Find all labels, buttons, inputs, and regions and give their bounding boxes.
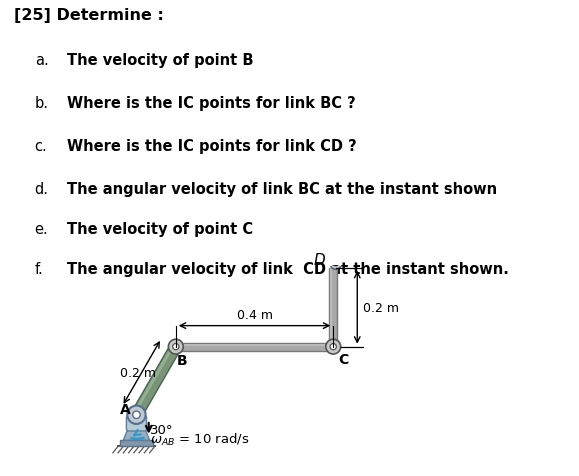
Polygon shape	[131, 344, 181, 418]
Text: B: B	[177, 353, 188, 367]
Bar	[120, 440, 153, 446]
Polygon shape	[123, 427, 149, 440]
Circle shape	[330, 344, 336, 350]
Text: 0.2 m: 0.2 m	[120, 366, 156, 379]
Bar	[318, 250, 362, 256]
Polygon shape	[176, 343, 334, 351]
Text: c.: c.	[35, 139, 47, 154]
Text: A: A	[120, 402, 131, 416]
Circle shape	[173, 344, 179, 350]
Text: Where is the IC points for link BC ?: Where is the IC points for link BC ?	[67, 96, 356, 111]
Polygon shape	[329, 268, 337, 347]
Text: b.: b.	[35, 96, 49, 111]
Text: $\omega_{AB}$ = 10 rad/s: $\omega_{AB}$ = 10 rad/s	[151, 431, 250, 447]
FancyBboxPatch shape	[126, 416, 146, 431]
Text: D: D	[314, 252, 325, 267]
Polygon shape	[330, 268, 332, 347]
Text: e.: e.	[35, 221, 49, 236]
Circle shape	[334, 262, 338, 267]
Circle shape	[127, 406, 146, 424]
Circle shape	[133, 411, 140, 418]
Wedge shape	[320, 239, 353, 256]
Text: C: C	[339, 353, 349, 367]
Polygon shape	[319, 256, 347, 267]
Text: The angular velocity of link BC at the instant shown: The angular velocity of link BC at the i…	[67, 181, 497, 196]
Text: a.: a.	[35, 53, 49, 68]
Text: Where is the IC points for link CD ?: Where is the IC points for link CD ?	[67, 139, 356, 154]
Circle shape	[330, 258, 342, 270]
Text: 0.2 m: 0.2 m	[362, 301, 398, 314]
Text: 30°: 30°	[151, 423, 174, 436]
Text: The velocity of point B: The velocity of point B	[67, 53, 253, 68]
Circle shape	[326, 339, 340, 354]
Text: 0.4 m: 0.4 m	[236, 308, 273, 322]
Text: The velocity of point C: The velocity of point C	[67, 221, 252, 236]
Polygon shape	[176, 344, 334, 346]
Text: d.: d.	[35, 181, 49, 196]
Text: The angular velocity of link  CD at the instant shown.: The angular velocity of link CD at the i…	[67, 261, 508, 276]
Polygon shape	[133, 345, 175, 414]
Text: f.: f.	[35, 261, 43, 276]
Circle shape	[168, 339, 183, 354]
Text: [25] Determine :: [25] Determine :	[14, 8, 164, 23]
